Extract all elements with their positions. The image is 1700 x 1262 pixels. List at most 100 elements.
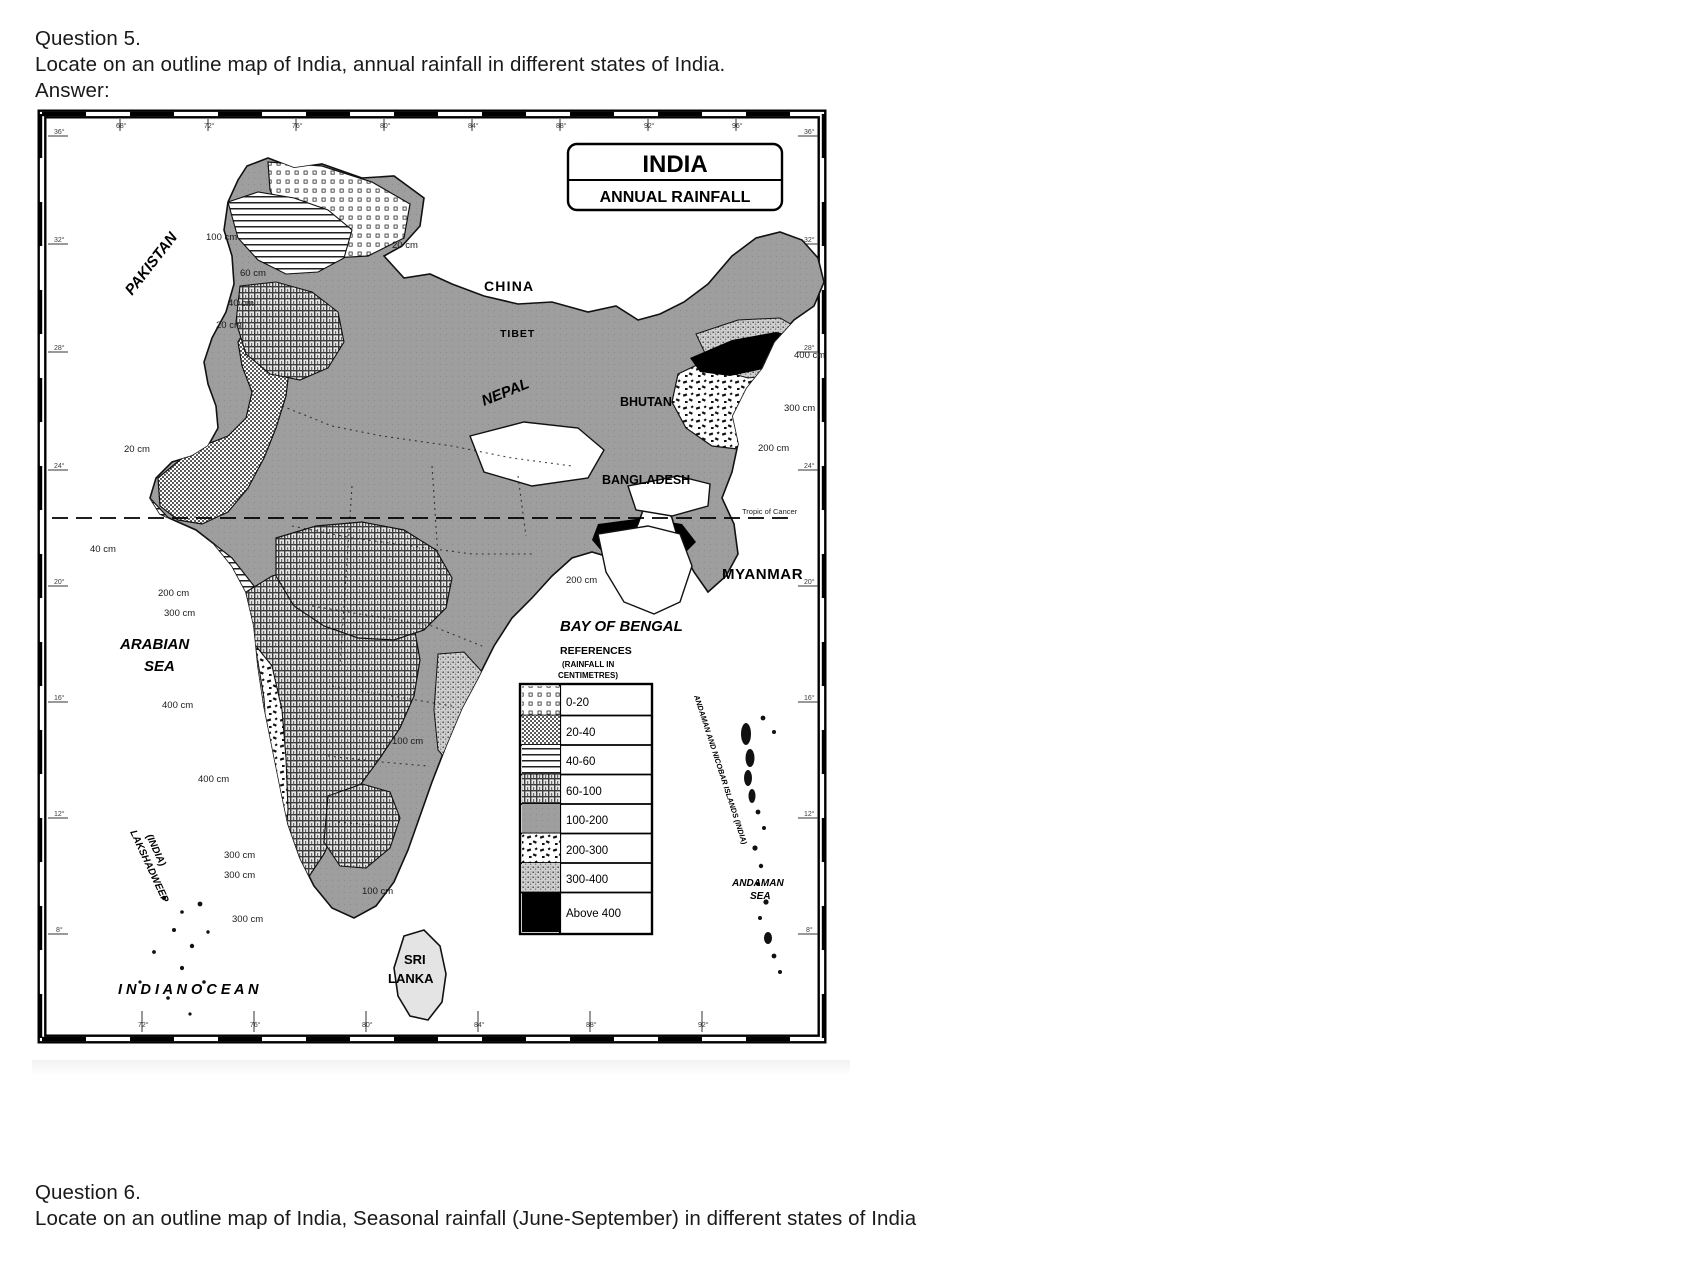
- sri-lanka-shape: [393, 929, 447, 1021]
- isohyet-label: 20 cm: [216, 320, 242, 331]
- label-andaman-sea-line2: SEA: [750, 891, 771, 902]
- svg-text:88°: 88°: [586, 1021, 597, 1029]
- answer-label: Answer:: [35, 79, 110, 102]
- andaman-nicobar-islands: [741, 715, 782, 974]
- india-annual-rainfall-map: 68° 72° 76° 80° 84° 88° 92° 96° 72° 76° 80° 84°…: [32, 106, 850, 1068]
- map-title-india: INDIA: [642, 151, 707, 178]
- legend-row: 100-200: [520, 804, 652, 835]
- svg-text:36°: 36°: [54, 128, 65, 136]
- svg-text:32°: 32°: [804, 236, 815, 244]
- isohyet-label: 400 cm: [162, 700, 193, 711]
- legend-label-60-100: 60-100: [566, 786, 602, 798]
- label-bhutan: BHUTAN: [620, 395, 672, 409]
- svg-text:12°: 12°: [804, 810, 815, 818]
- isohyet-label: 300 cm: [224, 850, 255, 861]
- legend-heading: REFERENCES: [560, 645, 632, 657]
- svg-text:24°: 24°: [54, 462, 65, 470]
- label-andaman-sea-line1: ANDAMAN: [731, 878, 784, 889]
- map-title-subtitle: ANNUAL RAINFALL: [600, 189, 751, 206]
- svg-text:92°: 92°: [698, 1021, 709, 1029]
- isohyet-label: 300 cm: [232, 914, 263, 925]
- svg-text:32°: 32°: [54, 236, 65, 244]
- svg-text:8°: 8°: [56, 926, 63, 934]
- isohyet-label: 300 cm: [164, 608, 195, 619]
- map-title-box: INDIA ANNUAL RAINFALL: [566, 142, 784, 212]
- svg-text:12°: 12°: [54, 810, 65, 818]
- svg-text:92°: 92°: [644, 122, 655, 130]
- isohyet-label: 200 cm: [158, 588, 189, 599]
- label-bangladesh: BANGLADESH: [602, 473, 690, 487]
- legend-subheading-line2: CENTIMETRES): [558, 671, 618, 680]
- zone-60-100-deccan-west: [275, 521, 453, 641]
- legend-row: 300-400: [520, 863, 652, 894]
- svg-text:16°: 16°: [804, 694, 815, 702]
- isohyet-label: 300 cm: [224, 870, 255, 881]
- state-boundaries: [281, 405, 573, 827]
- label-tropic-of-cancer: Tropic of Cancer: [742, 507, 798, 516]
- isohyet-label: 40 cm: [90, 544, 116, 555]
- isohyet-label: 20 cm: [392, 240, 418, 251]
- svg-text:20°: 20°: [54, 578, 65, 586]
- svg-text:88°: 88°: [556, 122, 567, 130]
- isohyet-label: 400 cm: [198, 774, 229, 785]
- label-sri-lanka-line2: LANKA: [388, 971, 434, 986]
- zone-60-100-punjab: [235, 281, 345, 381]
- svg-text:8°: 8°: [806, 926, 813, 934]
- legend-label-200-300: 200-300: [566, 845, 608, 857]
- legend-references: REFERENCES (RAINFALL IN CENTIMETRES) 0-2…: [518, 645, 654, 936]
- isohyet-label: 200 cm: [566, 575, 597, 586]
- map-bottom-fade: [32, 1060, 850, 1076]
- legend-label-300-400: 300-400: [566, 874, 608, 886]
- isohyet-label: 100 cm: [206, 232, 237, 243]
- legend-label-above-400: Above 400: [566, 908, 621, 920]
- question-5-number: Question 5.: [35, 27, 141, 50]
- svg-text:68°: 68°: [116, 122, 127, 130]
- label-arabian-sea-line1: ARABIAN: [119, 636, 190, 653]
- label-bay-of-bengal: BAY OF BENGAL: [560, 618, 683, 635]
- legend-row: 20-40: [520, 715, 652, 746]
- legend-label-0-20: 0-20: [566, 697, 589, 709]
- isohyet-label: 40 cm: [228, 298, 254, 309]
- svg-text:80°: 80°: [362, 1021, 373, 1029]
- label-sri-lanka-line1: SRI: [404, 952, 426, 967]
- isohyet-label: 400 cm: [794, 350, 825, 361]
- svg-text:28°: 28°: [54, 344, 65, 352]
- legend-label-20-40: 20-40: [566, 727, 595, 739]
- legend-row: 40-60: [520, 745, 652, 776]
- svg-text:96°: 96°: [732, 122, 743, 130]
- svg-text:28°: 28°: [804, 344, 815, 352]
- map-neatline: [37, 109, 827, 1044]
- label-tibet: TIBET: [500, 328, 535, 340]
- svg-text:76°: 76°: [292, 122, 303, 130]
- svg-text:36°: 36°: [804, 128, 815, 136]
- country-bangladesh-shape: [597, 525, 693, 615]
- label-indian-ocean: I N D I A N O C E A N: [118, 982, 259, 998]
- svg-text:80°: 80°: [380, 122, 391, 130]
- graticule-labels: 68° 72° 76° 80° 84° 88° 92° 96° 72° 76° 80° 84°…: [54, 122, 815, 1029]
- zone-60-100-tamil-plain: [323, 783, 401, 869]
- label-myanmar: MYANMAR: [722, 566, 803, 583]
- country-nepal-shape: [469, 421, 605, 487]
- legend-row: Above 400: [522, 892, 621, 932]
- isohyet-label: 200 cm: [758, 443, 789, 454]
- isohyet-label: 20 cm: [124, 444, 150, 455]
- zone-40-60-kashmir: [227, 191, 353, 275]
- question-6-prompt: Locate on an outline map of India, Seaso…: [35, 1207, 917, 1230]
- svg-text:84°: 84°: [474, 1021, 485, 1029]
- legend-subheading-line1: (RAINFALL IN: [562, 660, 615, 669]
- svg-text:72°: 72°: [204, 122, 215, 130]
- legend-label-40-60: 40-60: [566, 756, 595, 768]
- lakshadweep-islands: [138, 895, 210, 1016]
- question-5-prompt: Locate on an outline map of India, annua…: [35, 53, 726, 76]
- svg-text:84°: 84°: [468, 122, 479, 130]
- isohyet-label: 100 cm: [362, 886, 393, 897]
- legend-label-100-200: 100-200: [566, 815, 608, 827]
- svg-text:76°: 76°: [250, 1021, 261, 1029]
- isohyet-label: 100 cm: [392, 736, 423, 747]
- label-china: CHINA: [484, 278, 534, 294]
- label-arabian-sea-line2: SEA: [144, 658, 175, 675]
- isohyet-label: 60 cm: [240, 268, 266, 279]
- country-bhutan-shape: [627, 475, 711, 517]
- svg-text:20°: 20°: [804, 578, 815, 586]
